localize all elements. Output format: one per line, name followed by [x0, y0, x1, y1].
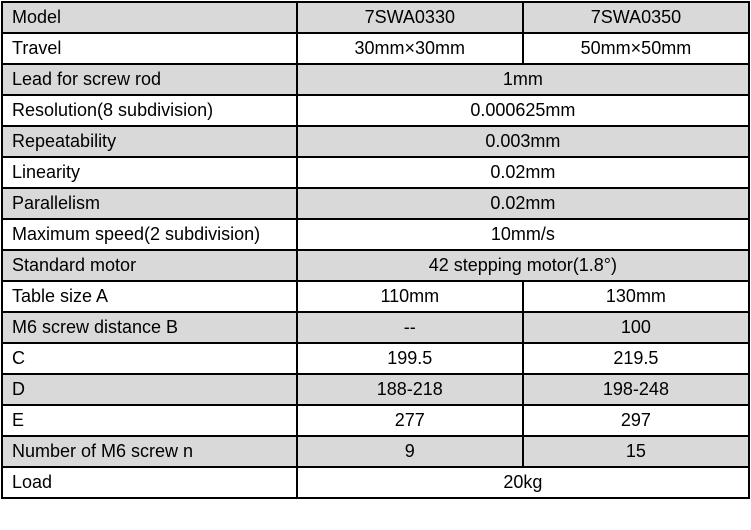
row-label: Parallelism — [1, 187, 298, 220]
row-value: 9 — [295, 435, 524, 468]
row-label: Model — [1, 1, 298, 34]
table-row: Number of M6 screw n 9 15 — [1, 435, 751, 468]
table-row: Lead for screw rod 1mm — [1, 63, 751, 96]
row-value: 1mm — [295, 63, 751, 96]
row-label: E — [1, 404, 298, 437]
row-label: Travel — [1, 32, 298, 65]
spec-table: Model 7SWA0330 7SWA0350 Travel 30mm×30mm 50mm… — [1, 1, 751, 499]
row-label: Resolution(8 subdivision) — [1, 94, 298, 127]
table-row: E 277 297 — [1, 404, 751, 437]
row-value: 199.5 — [295, 342, 524, 375]
row-value: 20kg — [295, 466, 751, 499]
row-label: Linearity — [1, 156, 298, 189]
row-label: Number of M6 screw n — [1, 435, 298, 468]
row-value: 30mm×30mm — [295, 32, 524, 65]
row-value: -- — [295, 311, 524, 344]
row-value: 7SWA0330 — [295, 1, 524, 34]
row-value: 188-218 — [295, 373, 524, 406]
row-label: Standard motor — [1, 249, 298, 282]
row-value: 100 — [521, 311, 751, 344]
row-value: 130mm — [521, 280, 751, 313]
row-label: Load — [1, 466, 298, 499]
row-value: 198-248 — [521, 373, 751, 406]
row-label: M6 screw distance B — [1, 311, 298, 344]
table-row: C 199.5 219.5 — [1, 342, 751, 375]
table-row: Parallelism 0.02mm — [1, 187, 751, 220]
table-row: Repeatability 0.003mm — [1, 125, 751, 158]
table-row: D 188-218 198-248 — [1, 373, 751, 406]
table-row: Standard motor 42 stepping motor(1.8°) — [1, 249, 751, 282]
row-value: 42 stepping motor(1.8°) — [295, 249, 751, 282]
row-value: 0.02mm — [295, 156, 751, 189]
row-value: 10mm/s — [295, 218, 751, 251]
table-row: Resolution(8 subdivision) 0.000625mm — [1, 94, 751, 127]
row-label: Repeatability — [1, 125, 298, 158]
table-row: Maximum speed(2 subdivision) 10mm/s — [1, 218, 751, 251]
row-value: 110mm — [295, 280, 524, 313]
row-value: 0.000625mm — [295, 94, 751, 127]
row-label: Table size A — [1, 280, 298, 313]
row-value: 277 — [295, 404, 524, 437]
row-value: 50mm×50mm — [521, 32, 751, 65]
row-value: 0.003mm — [295, 125, 751, 158]
table-row: M6 screw distance B -- 100 — [1, 311, 751, 344]
row-value: 15 — [521, 435, 751, 468]
row-label: Lead for screw rod — [1, 63, 298, 96]
row-label: Maximum speed(2 subdivision) — [1, 218, 298, 251]
table-row: Travel 30mm×30mm 50mm×50mm — [1, 32, 751, 65]
row-value: 297 — [521, 404, 751, 437]
row-value: 219.5 — [521, 342, 751, 375]
row-value: 0.02mm — [295, 187, 751, 220]
table-row: Linearity 0.02mm — [1, 156, 751, 189]
table-row: Load 20kg — [1, 466, 751, 499]
row-label: C — [1, 342, 298, 375]
table-row: Table size A 110mm 130mm — [1, 280, 751, 313]
row-value: 7SWA0350 — [521, 1, 751, 34]
table-row: Model 7SWA0330 7SWA0350 — [1, 1, 751, 34]
row-label: D — [1, 373, 298, 406]
